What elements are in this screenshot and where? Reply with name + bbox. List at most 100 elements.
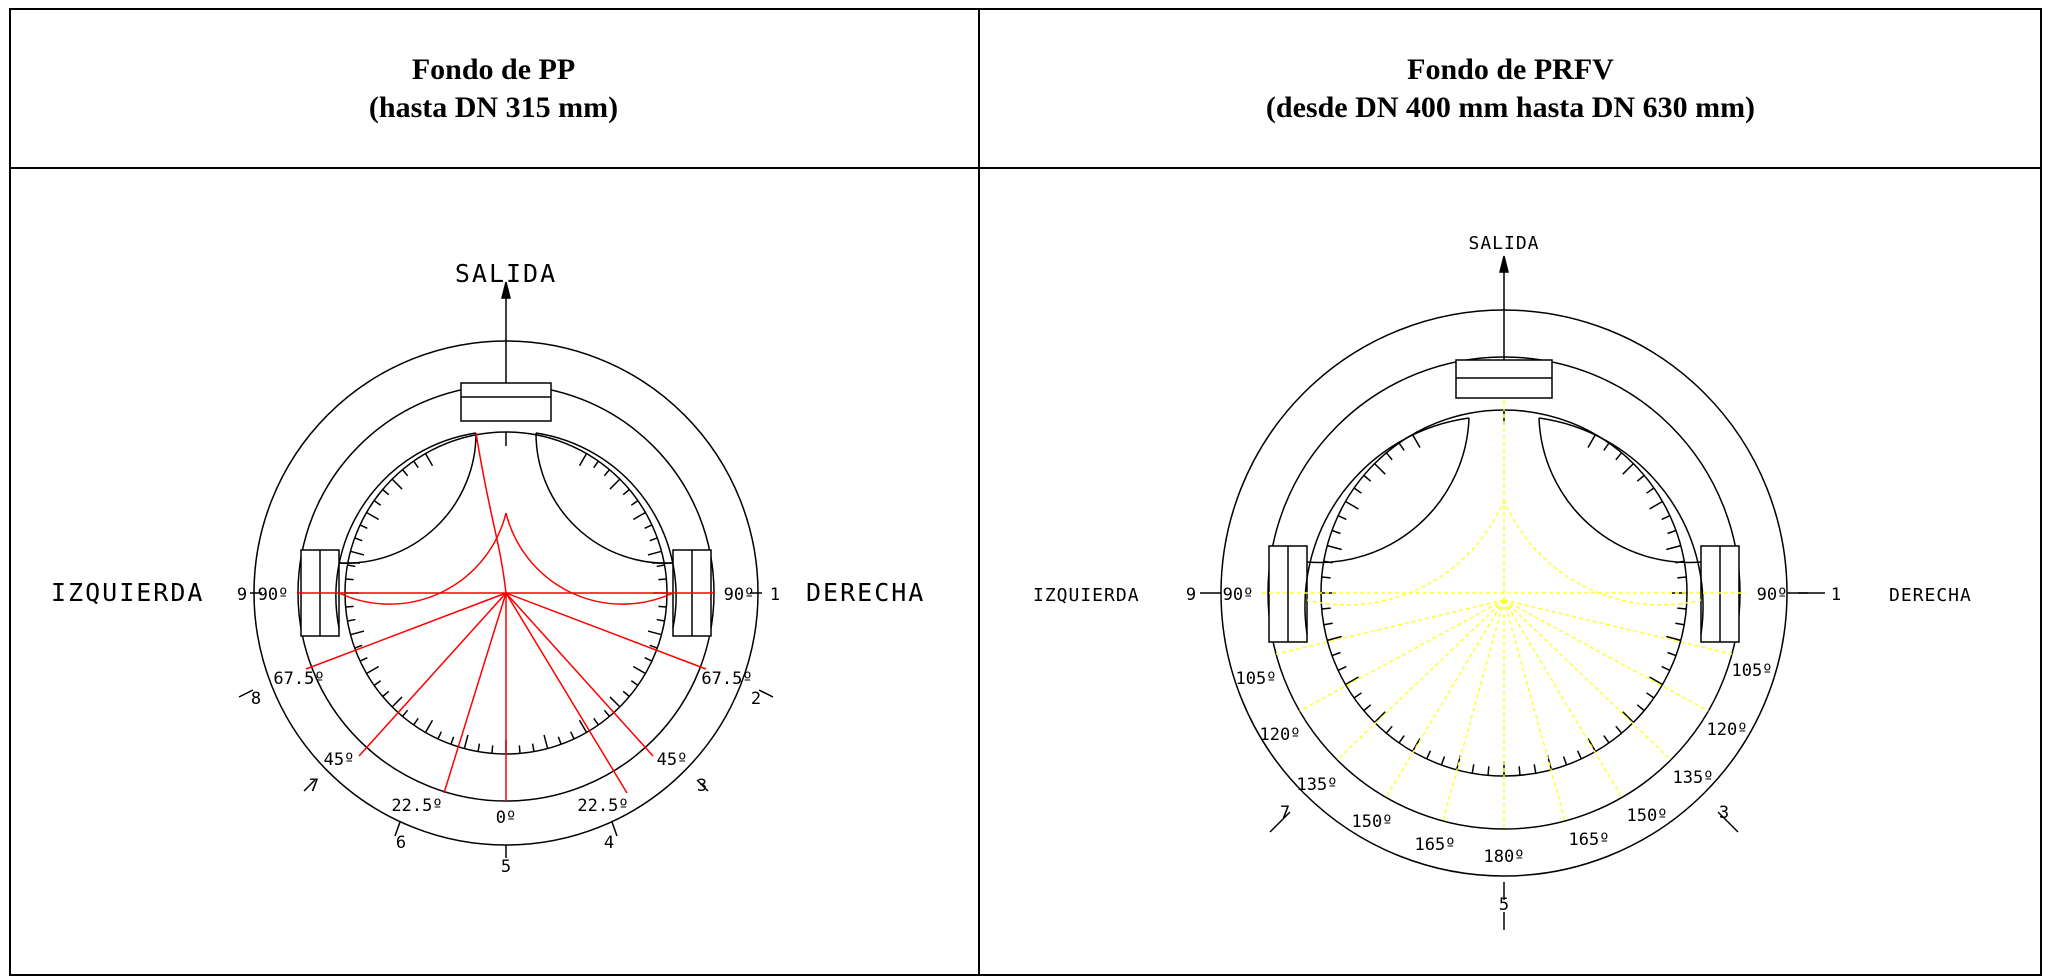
prfv-angle-tick xyxy=(1603,442,1610,451)
pp-right-label: DERECHA xyxy=(806,578,925,607)
pp-position-tick xyxy=(758,689,774,698)
prfv-left-channel-inner xyxy=(1304,417,1470,635)
pp-angle-22-right: 22.5º xyxy=(577,796,628,816)
prfv-position-9: 9 xyxy=(1186,585,1196,605)
pp-angle-tick xyxy=(413,460,419,469)
pp-position-tick xyxy=(696,779,709,792)
prfv-angle-90-right: 90º xyxy=(1757,585,1788,605)
prfv-outlet-flange xyxy=(1455,359,1553,399)
prfv-angle-tick xyxy=(1622,711,1634,723)
prfv-inlet-line xyxy=(1336,599,1505,761)
prfv-angle-tick xyxy=(1374,711,1386,723)
pp-angle-tick xyxy=(373,680,382,686)
pp-inlet-line xyxy=(505,592,654,757)
prfv-right-label: DERECHA xyxy=(1889,585,1972,606)
pp-outlet-arrow xyxy=(501,281,511,299)
pp-angle-tick xyxy=(609,478,621,490)
prfv-inlet-line xyxy=(1503,599,1733,655)
pp-angle-tick xyxy=(491,745,494,754)
prfv-angle-tick xyxy=(1471,764,1475,774)
prfv-angle-135-right: 135º xyxy=(1673,768,1714,788)
pp-position-tick xyxy=(303,779,316,792)
prfv-inlet-line xyxy=(1385,599,1505,798)
pp-inlet-curve xyxy=(475,432,507,594)
prfv-position-1: 1 xyxy=(1831,585,1841,605)
pp-angle-tick xyxy=(477,743,481,752)
prfv-angle-tick xyxy=(1587,738,1597,752)
pp-position-9: 9 xyxy=(237,585,247,605)
prfv-angle-tick xyxy=(1661,514,1671,521)
table-outer-border xyxy=(9,8,2042,976)
title-right: Fondo de PRFV xyxy=(1407,53,1614,86)
pp-inlet-line xyxy=(358,592,507,757)
pp-angle-tick xyxy=(644,524,653,530)
pp-angle-45-right: 45º xyxy=(657,750,688,770)
prfv-angle-tick xyxy=(1615,725,1623,734)
prfv-angle-tick xyxy=(1576,750,1583,760)
pp-angle-90-left: 90º xyxy=(258,585,289,605)
pp-right-channel-outer xyxy=(535,432,674,564)
pp-inlet-arc-left xyxy=(338,512,507,605)
prfv-labels: SALIDA IZQUIERDA DERECHA 90º 90º 105º 105º 1… xyxy=(1033,233,1972,915)
prfv-angle-165-right: 165º xyxy=(1569,830,1610,850)
prfv-inlet-line xyxy=(1503,599,1672,761)
prfv-angle-tick xyxy=(1666,544,1681,551)
pp-angle-tick xyxy=(578,719,588,733)
prfv-angle-150-right: 150º xyxy=(1627,806,1668,826)
pp-angle-tick xyxy=(401,709,409,717)
prfv-angle-tick xyxy=(1385,725,1393,734)
pp-position-4: 4 xyxy=(604,833,614,853)
prfv-angle-tick xyxy=(1398,442,1405,451)
pp-angle-tick xyxy=(644,656,653,662)
prfv-angle-tick xyxy=(1646,692,1655,699)
pp-position-7: 7 xyxy=(309,776,319,796)
pp-left-channel-outer xyxy=(338,432,477,564)
header-right: Fondo de PRFV (desde DN 400 mm hasta DN … xyxy=(980,10,2041,168)
pp-outlet-label: SALIDA xyxy=(455,259,557,288)
pp-angle-tick xyxy=(603,709,611,717)
pp-inlet-line xyxy=(505,592,707,670)
pp-angle-tick xyxy=(569,731,575,740)
prfv-inlet-arc-right xyxy=(1503,499,1702,606)
prfv-right-channel-inner xyxy=(1538,417,1704,635)
prfv-angle-tick xyxy=(1587,434,1597,448)
prfv-angle-tick xyxy=(1675,622,1685,626)
prfv-position-3: 3 xyxy=(1719,803,1729,823)
pp-angle-tick xyxy=(647,630,662,636)
prfv-angle-tick xyxy=(1353,692,1362,699)
prfv-angle-105-left: 105º xyxy=(1236,669,1277,689)
pp-angle-tick xyxy=(649,537,658,542)
prfv-angle-tick xyxy=(1646,487,1655,494)
pp-angle-tick xyxy=(373,500,382,506)
pp-angle-tick xyxy=(382,488,390,496)
pp-angle-tick xyxy=(347,564,356,568)
pp-angle-tick xyxy=(366,665,380,675)
prfv-angle-tick xyxy=(1615,452,1623,461)
prfv-position-7: 7 xyxy=(1280,803,1290,823)
pp-position-ticks xyxy=(238,592,774,858)
pp-left-channel-inner xyxy=(335,432,477,629)
prfv-angle-tick xyxy=(1649,500,1663,510)
pp-angle-tick xyxy=(391,696,403,708)
prfv-angle-tick xyxy=(1374,463,1386,475)
prfv-angle-tick xyxy=(1327,544,1342,551)
pp-position-tick xyxy=(238,689,254,698)
prfv-diagram xyxy=(1200,255,1825,930)
pp-angle-tick xyxy=(630,500,639,506)
pp-angle-tick xyxy=(656,618,665,622)
prfv-angle-tick xyxy=(1487,766,1490,776)
prfv-inlet-line xyxy=(1503,599,1566,822)
pp-angle-tick xyxy=(350,630,365,636)
pp-angle-tick xyxy=(345,605,354,608)
pp-angle-tick xyxy=(603,469,611,477)
pp-angle-tick xyxy=(632,511,646,521)
pp-diagram xyxy=(238,281,774,858)
prfv-position-5: 5 xyxy=(1499,895,1509,915)
prfv-angle-tick xyxy=(1345,500,1359,510)
prfv-right-channel-outer xyxy=(1538,417,1702,564)
prfv-angle-tick xyxy=(1331,529,1341,535)
prfv-angle-tick xyxy=(1425,750,1432,760)
pp-angle-tick xyxy=(656,564,665,568)
pp-outlet-flange xyxy=(460,382,552,422)
pp-angle-tick xyxy=(647,550,662,556)
